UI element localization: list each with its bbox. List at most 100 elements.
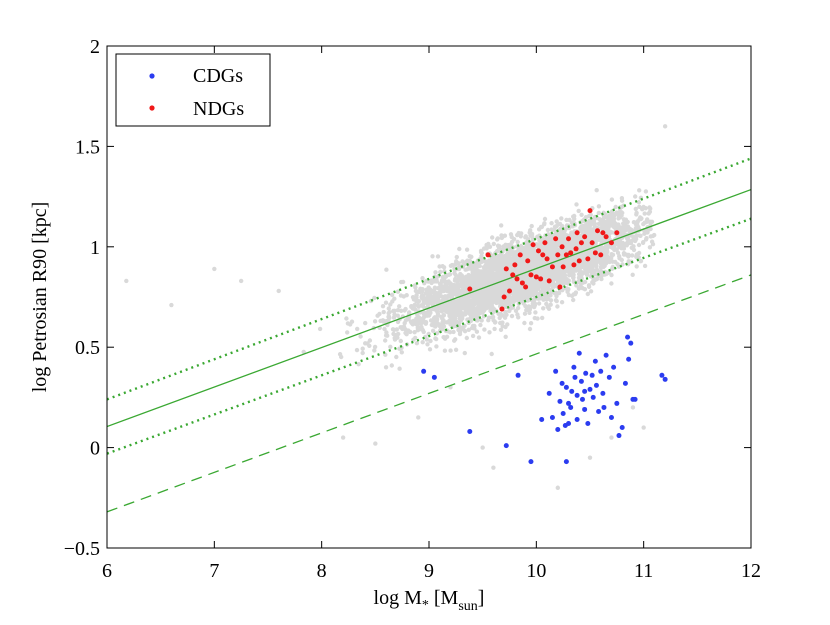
point-cdgs	[560, 410, 566, 416]
x-tick-label: 6	[102, 560, 112, 582]
point-cdgs	[625, 334, 631, 340]
point-ndgs	[608, 240, 614, 246]
point-ndgs	[614, 230, 620, 236]
y-tick-label: 0	[90, 438, 100, 460]
point-ndgs	[598, 252, 604, 258]
point-ndgs	[587, 208, 593, 214]
y-tick-label: 1.5	[75, 136, 100, 158]
point-cdgs	[549, 414, 555, 420]
x-tick-label: 10	[526, 560, 546, 582]
point-ndgs	[544, 256, 550, 262]
background-points-layer	[124, 124, 668, 490]
line-upper	[107, 157, 751, 401]
point-cdgs	[557, 398, 563, 404]
background-point	[169, 302, 174, 308]
series-points-layer	[421, 208, 668, 465]
point-cdgs	[555, 427, 561, 433]
point-cdgs	[598, 368, 604, 374]
point-ndgs	[576, 258, 582, 264]
background-point	[383, 365, 389, 370]
point-ndgs	[600, 230, 606, 236]
point-ndgs	[560, 264, 566, 270]
x-axis-label-main: log M	[374, 587, 423, 609]
point-cdgs	[528, 459, 534, 465]
background-point	[630, 405, 636, 410]
point-cdgs	[579, 396, 585, 402]
point-cdgs	[574, 416, 580, 422]
background-point	[373, 441, 378, 446]
background-point	[340, 435, 346, 440]
point-cdgs	[582, 388, 588, 394]
x-axis-label: log M* [Msun]	[374, 587, 485, 614]
x-tick-label: 9	[424, 560, 434, 582]
point-ndgs	[519, 280, 525, 286]
point-cdgs	[662, 376, 668, 382]
point-cdgs	[563, 459, 569, 465]
point-ndgs	[592, 250, 598, 256]
point-ndgs	[555, 252, 561, 258]
point-cdgs	[603, 352, 609, 358]
axis-ticks-layer: 6 7 8 9 10 11 12 −0.5 0 0.5 1 1.5 2	[64, 36, 761, 582]
x-axis-label-end: ]	[478, 587, 485, 609]
y-tick-label: 2	[90, 36, 100, 58]
point-cdgs	[619, 425, 625, 431]
point-cdgs	[628, 340, 634, 346]
point-ndgs	[535, 248, 541, 254]
point-cdgs	[566, 421, 572, 427]
point-cdgs	[576, 350, 582, 356]
point-ndgs	[510, 272, 516, 278]
point-cdgs	[622, 380, 628, 386]
legend-marker-ndgs	[149, 105, 155, 111]
legend-label-ndgs: NDGs	[193, 98, 244, 120]
point-cdgs	[632, 396, 638, 402]
point-cdgs	[596, 408, 602, 414]
point-cdgs	[587, 386, 593, 392]
point-cdgs	[626, 356, 632, 362]
line-lower	[107, 217, 751, 455]
background-point	[587, 455, 593, 460]
x-tick-label: 12	[741, 560, 761, 582]
x-axis-label-mid: [M	[429, 587, 459, 609]
point-ndgs	[467, 286, 473, 292]
point-cdgs	[592, 358, 598, 364]
point-cdgs	[546, 390, 552, 396]
y-tick-label: 0.5	[75, 337, 100, 359]
point-ndgs	[571, 262, 577, 268]
point-cdgs	[578, 378, 584, 384]
point-cdgs	[503, 443, 509, 449]
background-point	[416, 415, 421, 420]
point-cdgs	[539, 416, 545, 422]
point-ndgs	[512, 262, 518, 268]
point-cdgs	[553, 368, 559, 374]
point-ndgs	[574, 230, 580, 236]
point-ndgs	[559, 244, 565, 250]
point-ndgs	[530, 242, 536, 248]
point-cdgs	[608, 414, 614, 420]
point-ndgs	[573, 246, 579, 252]
point-cdgs	[611, 364, 617, 370]
point-ndgs	[603, 234, 609, 240]
point-ndgs	[557, 284, 563, 290]
point-ndgs	[546, 278, 552, 284]
background-point	[662, 124, 668, 129]
x-tick-label: 7	[209, 560, 219, 582]
x-axis-label-sub2: sun	[458, 599, 477, 614]
background-point	[641, 425, 646, 430]
background-point	[480, 445, 485, 450]
point-ndgs	[595, 228, 601, 234]
background-point	[491, 465, 496, 470]
point-ndgs	[501, 294, 507, 300]
point-cdgs	[563, 384, 569, 390]
point-ndgs	[507, 288, 512, 294]
point-cdgs	[431, 374, 437, 380]
x-tick-label: 11	[634, 560, 653, 582]
point-cdgs	[606, 374, 612, 380]
line-fit	[107, 188, 751, 428]
point-ndgs	[563, 252, 569, 258]
point-ndgs	[538, 276, 544, 282]
point-cdgs	[582, 406, 588, 412]
point-cdgs	[574, 392, 580, 398]
background-point	[212, 266, 217, 272]
background-point	[124, 278, 129, 284]
